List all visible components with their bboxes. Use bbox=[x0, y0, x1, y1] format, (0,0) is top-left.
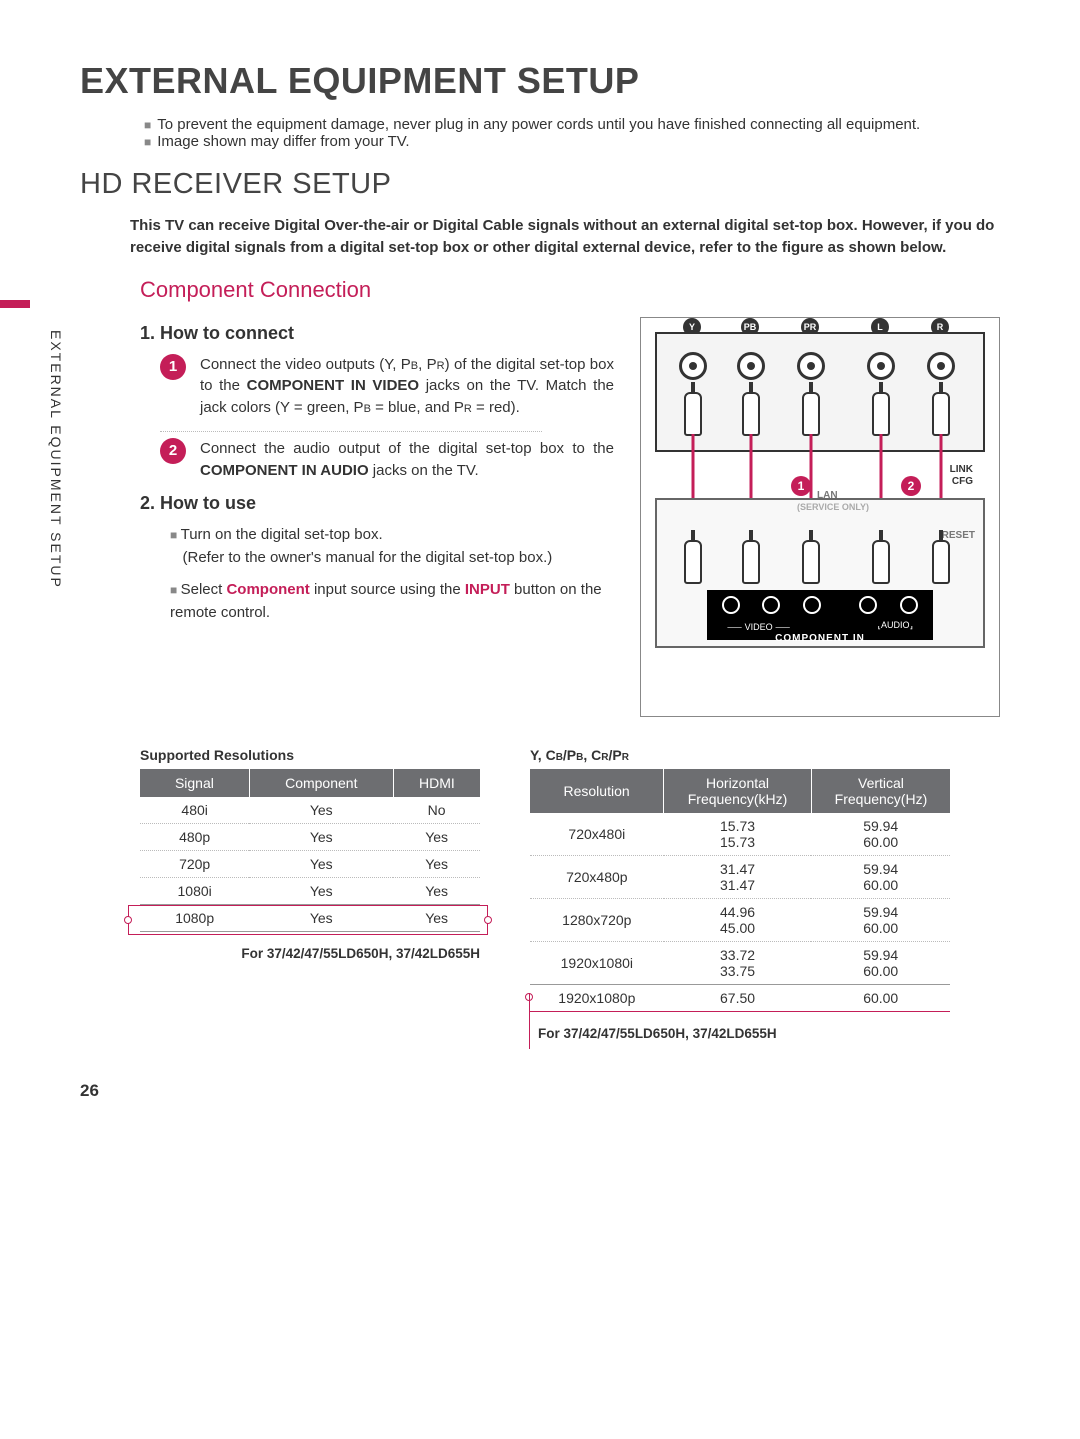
table-row: 480pYesYes bbox=[140, 823, 480, 850]
table-header: Component bbox=[249, 769, 393, 797]
sidebar-section-label: EXTERNAL EQUIPMENT SETUP bbox=[48, 330, 64, 589]
table-row: 1920x1080p67.5060.00 bbox=[530, 984, 950, 1011]
page-number: 26 bbox=[80, 1081, 1000, 1101]
step-number-badge: 2 bbox=[160, 438, 186, 464]
table-row: 1920x1080i33.7233.7559.9460.00 bbox=[530, 941, 950, 984]
table-header: HDMI bbox=[393, 769, 480, 797]
use-list: ■ Turn on the digital set-top box. (Refe… bbox=[170, 524, 622, 624]
note-text: Image shown may differ from your TV. bbox=[157, 133, 409, 150]
table-row: 480iYesNo bbox=[140, 797, 480, 824]
diagram-tv-panel: LINK CFG LAN (SERVICE ONLY) RESET bbox=[655, 498, 985, 648]
diagram-component-in: ⸺ VIDEO ⸺ ⸤AUDIO⸥ COMPONENT IN bbox=[707, 590, 933, 640]
how-use-title: 2. How to use bbox=[140, 493, 622, 514]
supported-res-title: Supported Resolutions bbox=[140, 747, 480, 763]
diagram-callout: 2 bbox=[901, 476, 921, 496]
table-header: Resolution bbox=[530, 769, 664, 813]
step-text: Connect the audio output of the digital … bbox=[200, 438, 622, 482]
diagram-source-panel bbox=[655, 332, 985, 452]
step-text: Connect the video outputs (Y, PB, PR) of… bbox=[200, 354, 622, 419]
supported-footnote: For 37/42/47/55LD650H, 37/42LD655H bbox=[140, 946, 480, 961]
table-row: 1080iYesYes bbox=[140, 877, 480, 904]
how-connect-title: 1. How to connect bbox=[140, 323, 622, 344]
highlight-callout bbox=[128, 905, 488, 935]
connection-diagram: Y PB PR L R 1 2 bbox=[640, 317, 1000, 717]
step-number-badge: 1 bbox=[160, 354, 186, 380]
subsection-accent: Component Connection bbox=[140, 277, 1000, 303]
intro-text: This TV can receive Digital Over-the-air… bbox=[80, 215, 1000, 259]
table-header: VerticalFrequency(Hz) bbox=[811, 769, 950, 813]
step-item: 1 Connect the video outputs (Y, PB, PR) … bbox=[160, 354, 622, 419]
freq-table-title: Y, CB/PB, CR/PR bbox=[530, 747, 950, 763]
diagram-callout: 1 bbox=[791, 476, 811, 496]
table-row: 720x480p31.4731.4759.9460.00 bbox=[530, 855, 950, 898]
page-title: EXTERNAL EQUIPMENT SETUP bbox=[80, 60, 1000, 102]
notes-list: ■To prevent the equipment damage, never … bbox=[80, 116, 1000, 150]
table-header: HorizontalFrequency(kHz) bbox=[664, 769, 812, 813]
section-title: HD RECEIVER SETUP bbox=[80, 168, 1000, 201]
table-row: 1280x720p44.9645.0059.9460.00 bbox=[530, 898, 950, 941]
sidebar-accent bbox=[0, 300, 30, 308]
table-row: 720pYesYes bbox=[140, 850, 480, 877]
separator bbox=[160, 431, 542, 432]
step-item: 2 Connect the audio output of the digita… bbox=[160, 438, 622, 482]
freq-table: Resolution HorizontalFrequency(kHz) Vert… bbox=[530, 769, 950, 1012]
table-row: 720x480i15.7315.7359.9460.00 bbox=[530, 813, 950, 856]
table-header: Signal bbox=[140, 769, 249, 797]
freq-footnote: For 37/42/47/55LD650H, 37/42LD655H bbox=[530, 1026, 950, 1041]
note-text: To prevent the equipment damage, never p… bbox=[157, 116, 920, 133]
